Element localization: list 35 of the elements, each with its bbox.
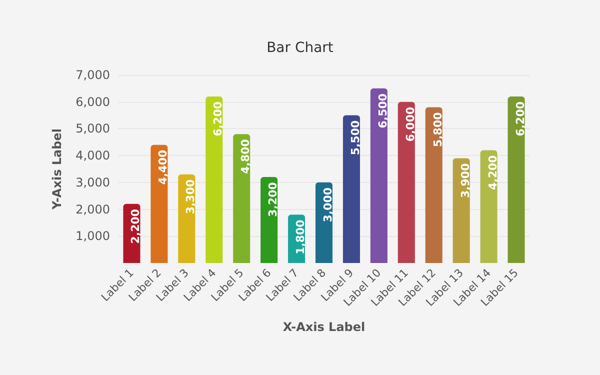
data-label: 3,200 bbox=[266, 182, 280, 217]
data-label: 1,800 bbox=[294, 219, 308, 254]
data-label: 6,200 bbox=[212, 101, 225, 136]
data-label: 3,000 bbox=[322, 187, 334, 222]
data-label: 6,500 bbox=[376, 93, 390, 128]
bar bbox=[206, 96, 223, 263]
bar bbox=[370, 88, 388, 263]
bar bbox=[425, 107, 442, 263]
data-label: 6,200 bbox=[514, 101, 527, 136]
y-tick-label: 3,000 bbox=[76, 175, 110, 190]
y-axis-title: Y-Axis Label bbox=[50, 128, 64, 210]
data-label: 2,200 bbox=[129, 208, 142, 244]
y-tick-label: 5,000 bbox=[76, 122, 110, 136]
bar bbox=[452, 158, 470, 263]
bar bbox=[480, 150, 498, 263]
data-label: 3,900 bbox=[458, 162, 472, 198]
bar bbox=[150, 144, 168, 263]
data-label: 6,000 bbox=[404, 106, 417, 142]
y-tick-label: 4,000 bbox=[76, 148, 110, 163]
y-tick-label: 6,000 bbox=[76, 94, 110, 109]
data-label: 5,500 bbox=[348, 120, 362, 156]
bar bbox=[342, 115, 360, 263]
data-label: 3,300 bbox=[184, 179, 198, 214]
y-tick-label: 7,000 bbox=[76, 68, 110, 82]
x-axis-title: X-Axis Label bbox=[282, 320, 366, 334]
data-label: 4,400 bbox=[156, 149, 170, 185]
data-label: 5,800 bbox=[431, 112, 444, 148]
bar bbox=[398, 102, 415, 263]
bar bbox=[233, 134, 250, 263]
y-tick-label: 1,000 bbox=[76, 229, 110, 244]
bar bbox=[508, 96, 525, 263]
data-label: 4,200 bbox=[486, 154, 500, 190]
y-tick-label: 2,000 bbox=[76, 202, 110, 216]
chart-title: Bar Chart bbox=[266, 40, 334, 56]
data-label: 4,800 bbox=[239, 138, 252, 174]
